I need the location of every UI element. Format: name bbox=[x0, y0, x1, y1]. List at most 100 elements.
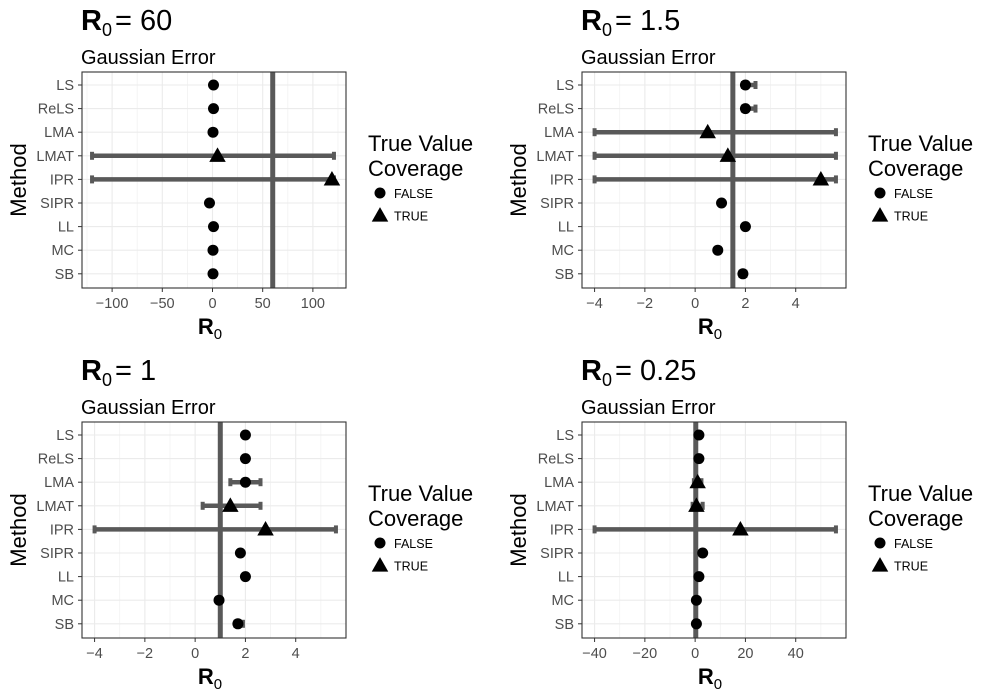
panel-subtitle: Gaussian Error bbox=[81, 47, 216, 69]
point-false bbox=[690, 618, 702, 630]
x-tick-label: 4 bbox=[792, 296, 800, 312]
y-tick-label: SB bbox=[55, 617, 74, 633]
x-tick-label: −4 bbox=[86, 646, 103, 662]
x-tick-label: −2 bbox=[637, 296, 654, 312]
point-true bbox=[257, 521, 274, 536]
x-tick-label: −100 bbox=[96, 296, 129, 312]
legend-key-triangle bbox=[871, 207, 889, 222]
panel-2: R0 = 1.5 Gaussian Error LS ReLS LMA LMAT IPR SIP… bbox=[506, 5, 973, 343]
point-false bbox=[716, 197, 728, 209]
y-tick-label: LMAT bbox=[36, 499, 74, 515]
point-false bbox=[239, 453, 251, 465]
legend-label: FALSE bbox=[394, 537, 433, 551]
point-false bbox=[213, 594, 225, 606]
point-false bbox=[207, 244, 219, 256]
panel-3: R0 = 1 Gaussian Error LS ReLS LMA LMAT IPR SIPR L… bbox=[6, 355, 473, 693]
y-tick-label: SB bbox=[55, 267, 74, 283]
legend-key-triangle bbox=[371, 207, 389, 222]
y-axis-title: Method bbox=[506, 143, 531, 216]
panel-title: R0 = 1.5 bbox=[581, 5, 680, 40]
point-false bbox=[690, 594, 702, 606]
y-tick-label: IPR bbox=[550, 522, 574, 538]
y-tick-label: LMAT bbox=[536, 499, 574, 515]
point-false bbox=[203, 197, 215, 209]
panel-subtitle: Gaussian Error bbox=[581, 397, 716, 419]
panel-title: R0 = 60 bbox=[81, 5, 172, 40]
y-tick-label: ReLS bbox=[38, 102, 74, 118]
legend-title: True Value bbox=[368, 481, 473, 506]
legend-label: TRUE bbox=[394, 560, 428, 574]
x-tick-label: 20 bbox=[737, 646, 753, 662]
point-false bbox=[239, 429, 251, 441]
y-tick-label: SIPR bbox=[540, 546, 574, 562]
legend-title: Coverage bbox=[868, 506, 963, 531]
x-tick-label: 0 bbox=[691, 296, 699, 312]
x-tick-label: 2 bbox=[741, 296, 749, 312]
y-tick-label: ReLS bbox=[538, 102, 574, 118]
legend-title: True Value bbox=[868, 481, 973, 506]
y-tick-label: LL bbox=[58, 570, 74, 586]
y-tick-label: LMA bbox=[544, 125, 574, 141]
y-axis-title: Method bbox=[6, 493, 31, 566]
x-tick-label: −2 bbox=[137, 646, 154, 662]
point-false bbox=[739, 103, 751, 115]
y-tick-label: LMA bbox=[44, 475, 74, 491]
x-tick-label: −4 bbox=[586, 296, 603, 312]
y-tick-label: SIPR bbox=[40, 196, 74, 212]
point-false bbox=[712, 244, 724, 256]
legend-label: TRUE bbox=[894, 560, 928, 574]
panel-subtitle: Gaussian Error bbox=[81, 397, 216, 419]
y-tick-label: LL bbox=[558, 570, 574, 586]
y-tick-label: MC bbox=[51, 243, 74, 259]
legend-title: Coverage bbox=[368, 156, 463, 181]
x-axis-title: R0 bbox=[198, 664, 222, 693]
point-true bbox=[323, 171, 341, 186]
x-tick-label: −40 bbox=[582, 646, 607, 662]
y-tick-label: LL bbox=[558, 220, 574, 236]
panel-1: R0 = 60 Gaussian Error LS ReLS LMA LMAT IPR SIPR… bbox=[6, 5, 473, 343]
legend-title: True Value bbox=[368, 131, 473, 156]
legend-label: FALSE bbox=[894, 187, 933, 201]
point-false bbox=[239, 476, 251, 488]
y-tick-label: SIPR bbox=[40, 546, 74, 562]
legend-key-circle bbox=[874, 537, 886, 549]
legend-title: Coverage bbox=[368, 506, 463, 531]
point-false bbox=[239, 571, 251, 583]
panel-title: R0 = 1 bbox=[81, 355, 156, 390]
point-false bbox=[207, 103, 219, 115]
panel-border bbox=[581, 421, 847, 639]
y-tick-label: LMAT bbox=[536, 149, 574, 165]
legend-key-circle bbox=[874, 187, 886, 199]
point-false bbox=[697, 547, 709, 559]
y-tick-label: MC bbox=[51, 593, 74, 609]
x-tick-label: 4 bbox=[292, 646, 300, 662]
y-axis-title: Method bbox=[506, 493, 531, 566]
x-tick-label: 40 bbox=[788, 646, 804, 662]
legend-title: Coverage bbox=[868, 156, 963, 181]
y-tick-label: IPR bbox=[50, 172, 74, 188]
x-tick-label: 2 bbox=[241, 646, 249, 662]
panel-subtitle: Gaussian Error bbox=[581, 47, 716, 69]
y-axis-title: Method bbox=[6, 143, 31, 216]
point-true bbox=[732, 521, 749, 536]
legend-key-circle bbox=[374, 537, 386, 549]
y-tick-label: SIPR bbox=[540, 196, 574, 212]
point-false bbox=[737, 268, 749, 280]
point-true bbox=[689, 473, 706, 489]
point-false bbox=[739, 221, 751, 233]
x-axis-title: R0 bbox=[198, 314, 222, 343]
legend-title: True Value bbox=[868, 131, 973, 156]
y-tick-label: SB bbox=[555, 617, 574, 633]
point-false bbox=[207, 126, 219, 138]
y-tick-label: LL bbox=[58, 220, 74, 236]
panel-border bbox=[581, 71, 847, 289]
x-tick-label: 50 bbox=[255, 296, 271, 312]
point-false bbox=[207, 221, 219, 233]
point-false bbox=[232, 618, 244, 630]
point-true bbox=[719, 147, 737, 162]
y-tick-label: ReLS bbox=[38, 452, 74, 468]
